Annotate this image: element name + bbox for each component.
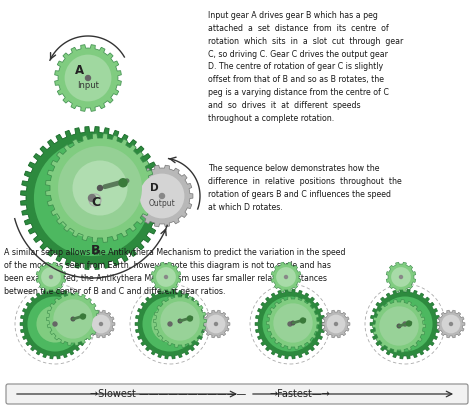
Circle shape	[168, 322, 172, 326]
Polygon shape	[266, 297, 319, 349]
Text: Output: Output	[149, 199, 175, 208]
Circle shape	[397, 324, 401, 328]
Circle shape	[64, 54, 111, 102]
Circle shape	[207, 314, 225, 333]
Circle shape	[89, 195, 95, 201]
Circle shape	[301, 318, 305, 323]
Circle shape	[442, 314, 460, 333]
Circle shape	[71, 317, 75, 321]
Circle shape	[403, 322, 407, 326]
Circle shape	[98, 186, 102, 191]
FancyBboxPatch shape	[6, 384, 468, 404]
Text: →Slowest ———————————: →Slowest ———————————	[90, 389, 246, 399]
Circle shape	[159, 193, 164, 198]
Polygon shape	[36, 262, 66, 292]
Text: A: A	[75, 64, 84, 77]
Text: The sequence below demonstrates how the
difference  in  relative  positions  thr: The sequence below demonstrates how the …	[208, 164, 402, 212]
Polygon shape	[437, 310, 465, 338]
Circle shape	[187, 316, 192, 321]
Circle shape	[386, 305, 424, 342]
Polygon shape	[255, 289, 325, 359]
Circle shape	[449, 322, 453, 325]
Circle shape	[151, 305, 189, 342]
Circle shape	[119, 179, 127, 187]
Circle shape	[34, 140, 150, 256]
Polygon shape	[55, 45, 121, 111]
Circle shape	[36, 305, 73, 342]
Circle shape	[272, 305, 309, 342]
Polygon shape	[271, 262, 301, 292]
Circle shape	[91, 314, 110, 333]
Circle shape	[379, 306, 419, 346]
Text: Input: Input	[77, 81, 99, 90]
Polygon shape	[87, 310, 115, 338]
Circle shape	[160, 301, 200, 341]
Text: B: B	[91, 244, 101, 257]
Circle shape	[73, 161, 128, 215]
Text: C: C	[91, 196, 100, 209]
Circle shape	[85, 75, 91, 81]
Circle shape	[335, 322, 337, 325]
Text: Input gear A drives gear B which has a peg
attached  a  set  distance  from  its: Input gear A drives gear B which has a p…	[208, 11, 403, 123]
Circle shape	[53, 322, 57, 326]
Polygon shape	[20, 289, 90, 359]
Circle shape	[327, 314, 346, 333]
Polygon shape	[373, 300, 426, 352]
Polygon shape	[46, 134, 155, 243]
Circle shape	[276, 267, 296, 287]
Polygon shape	[131, 165, 193, 227]
Circle shape	[391, 267, 411, 287]
Circle shape	[273, 303, 313, 343]
Polygon shape	[202, 310, 230, 338]
Circle shape	[406, 321, 411, 326]
Circle shape	[377, 297, 432, 352]
Circle shape	[53, 300, 93, 339]
Circle shape	[291, 321, 295, 325]
Circle shape	[27, 297, 82, 352]
Polygon shape	[151, 262, 181, 292]
Polygon shape	[370, 289, 440, 359]
Circle shape	[400, 275, 402, 278]
Circle shape	[81, 314, 85, 319]
Circle shape	[215, 322, 218, 325]
Circle shape	[58, 146, 142, 230]
Circle shape	[164, 275, 167, 278]
Circle shape	[53, 158, 132, 238]
Circle shape	[178, 319, 182, 323]
Circle shape	[143, 297, 198, 352]
Text: →Fastest—→: →Fastest—→	[270, 389, 331, 399]
Polygon shape	[386, 262, 416, 292]
Polygon shape	[135, 289, 205, 359]
Polygon shape	[322, 310, 350, 338]
Text: D: D	[150, 183, 159, 193]
Circle shape	[100, 322, 102, 325]
Circle shape	[41, 267, 61, 287]
Text: A similar setup allows the Antikythera Mechanism to predict the variation in the: A similar setup allows the Antikythera M…	[4, 248, 346, 295]
Polygon shape	[46, 292, 100, 345]
Circle shape	[49, 275, 53, 278]
Circle shape	[140, 173, 184, 218]
Circle shape	[284, 275, 288, 278]
Polygon shape	[20, 126, 164, 270]
Circle shape	[156, 267, 176, 287]
Circle shape	[263, 297, 318, 352]
Polygon shape	[154, 295, 207, 347]
Circle shape	[288, 322, 292, 326]
